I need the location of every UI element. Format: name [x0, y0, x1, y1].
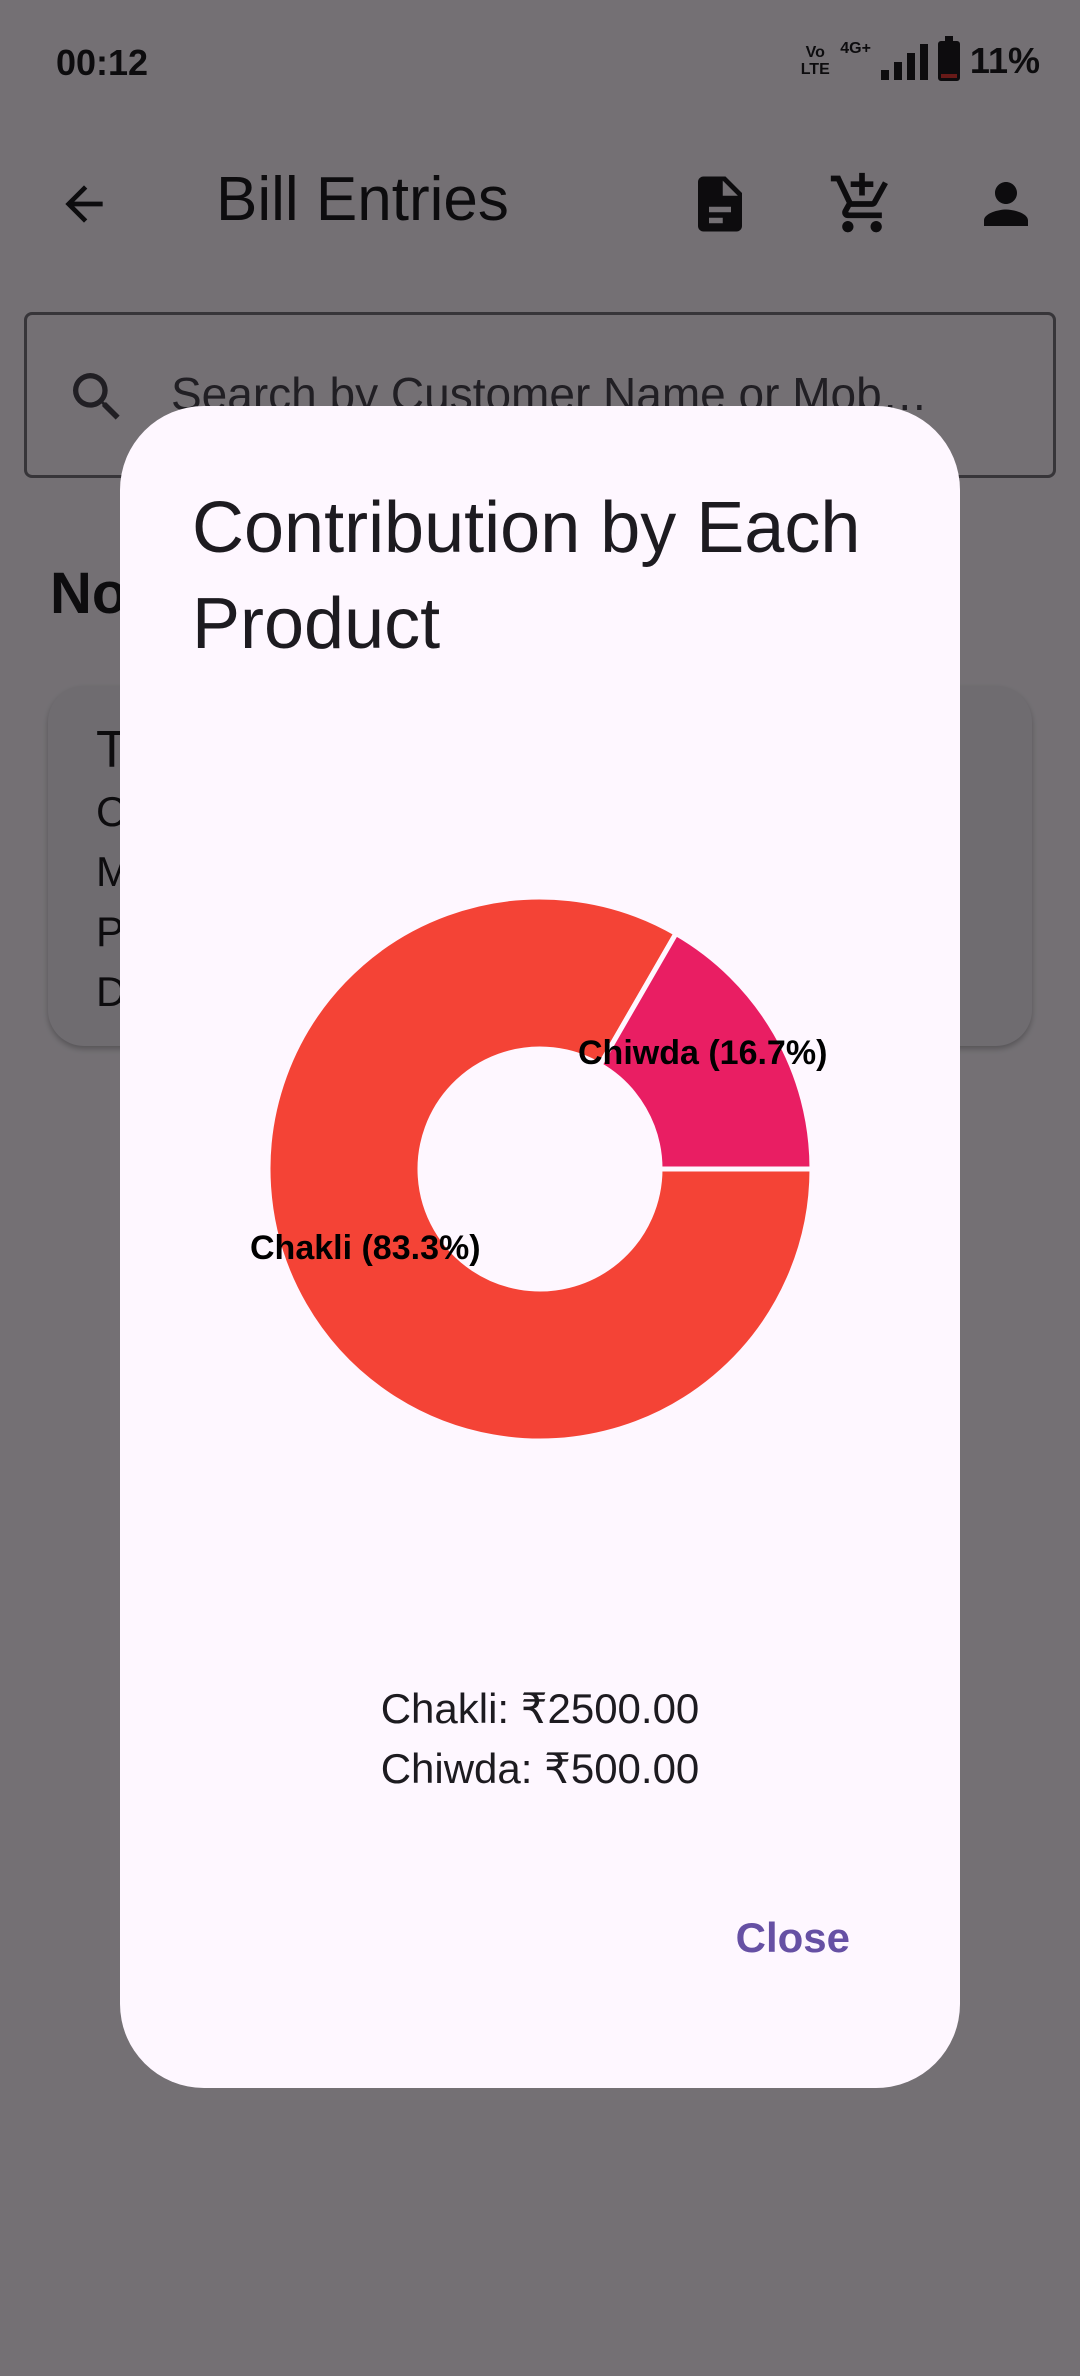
pie-label-chakli: Chakli (83.3%) [250, 1229, 481, 1267]
amount-chakli: Chakli: ₹2500.00 [380, 1685, 700, 1732]
pie-label-chiwda: Chiwda (16.7%) [578, 1034, 827, 1072]
dialog-title: Contribution by Each Product [192, 488, 861, 664]
pie-slice-chakli [265, 894, 815, 1444]
pie-slice-chiwda [596, 930, 815, 1172]
amount-chiwda: Chiwda: ₹500.00 [380, 1745, 700, 1792]
contribution-dialog: Contribution by Each Product Chakli (83.… [120, 406, 960, 2088]
close-button[interactable]: Close [735, 1914, 850, 1961]
donut-chart: Chakli (83.3%) Chiwda (16.7%) [250, 894, 827, 1444]
